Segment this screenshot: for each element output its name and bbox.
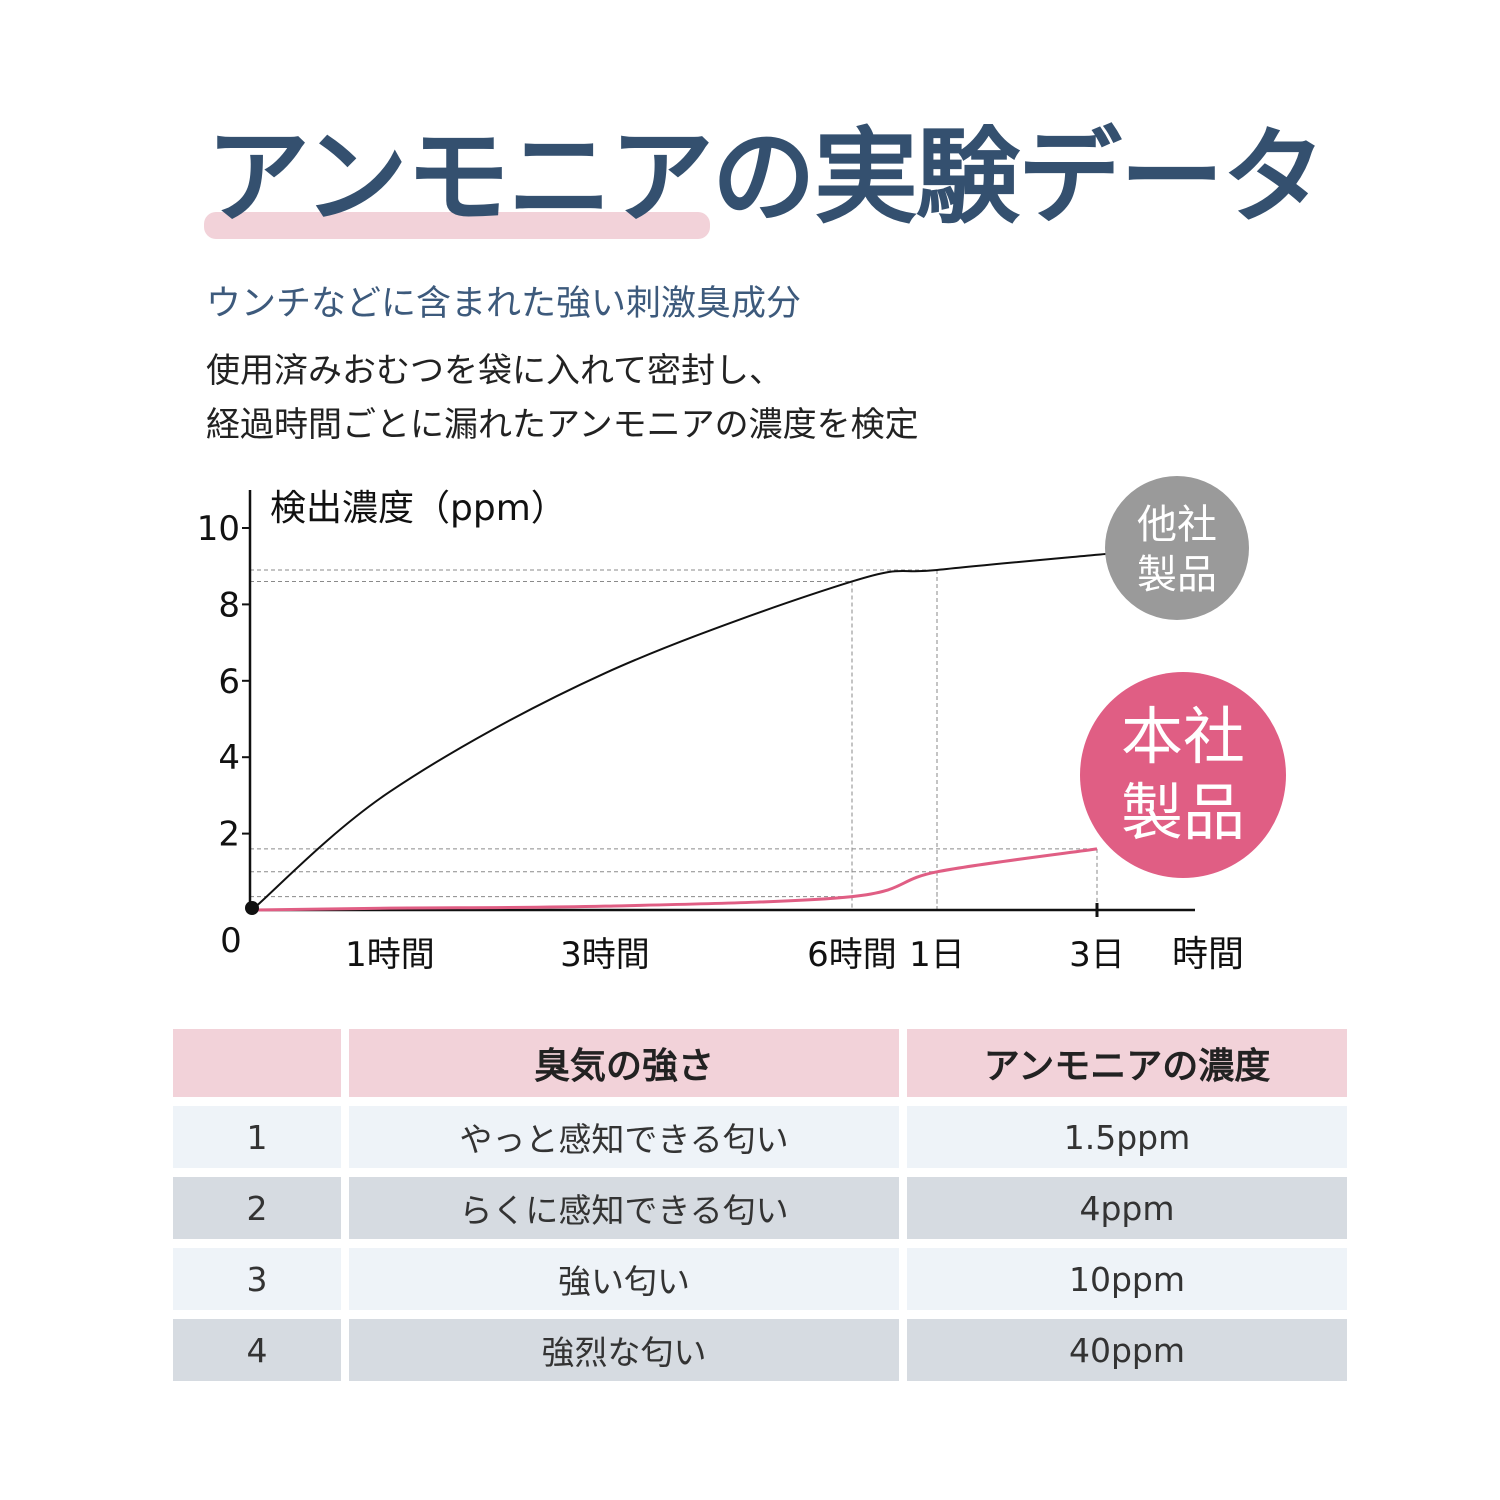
series-layer [245, 552, 1114, 915]
badge-our-product-label: 本社 [1121, 700, 1245, 773]
badge-our-product [1080, 672, 1286, 878]
description-line-2: 経過時間ごとに漏れたアンモニアの濃度を検定 [206, 405, 919, 445]
badge-other-product-label: 製品 [1137, 552, 1217, 598]
table-cell-odor: 強い匂い [349, 1248, 899, 1310]
table-cell-odor: らくに感知できる匂い [349, 1177, 899, 1239]
y-axis-label: 検出濃度（ppm） [270, 488, 567, 529]
table-cell-concentration: 4ppm [907, 1177, 1347, 1239]
x-tick-label: 3時間 [560, 935, 650, 975]
table-header-odor: 臭気の強さ [349, 1029, 899, 1097]
table-cell-odor: 強烈な匂い [349, 1319, 899, 1381]
y-tick-label: 8 [218, 585, 240, 625]
table-row: 1 やっと感知できる匂い 1.5ppm [173, 1106, 1347, 1168]
table-cell-index: 2 [173, 1177, 341, 1239]
x-tick-label: 3日 [1069, 935, 1125, 975]
origin-label: 0 [220, 921, 242, 961]
x-tick-label: 6時間 [807, 935, 897, 975]
x-tick-label: 1時間 [345, 935, 435, 975]
table-cell-concentration: 10ppm [907, 1248, 1347, 1310]
table-header-index [173, 1029, 341, 1097]
table-row: 4 強烈な匂い 40ppm [173, 1319, 1347, 1381]
table-row: 3 強い匂い 10ppm [173, 1248, 1347, 1310]
y-tick-label: 4 [218, 738, 240, 778]
page-subtitle: ウンチなどに含まれた強い刺激臭成分 [206, 284, 802, 324]
badge-other-product-label: 他社 [1137, 502, 1217, 548]
table-cell-concentration: 40ppm [907, 1319, 1347, 1381]
y-tick-label: 2 [218, 815, 240, 855]
y-tick-label: 10 [197, 509, 240, 549]
origin-dot [245, 901, 259, 915]
chart-axes [242, 490, 1195, 917]
series-line-our-product [251, 847, 1098, 912]
description-line-1: 使用済みおむつを袋に入れて密封し、 [206, 351, 783, 391]
table-cell-index: 3 [173, 1248, 341, 1310]
table-header-row: 臭気の強さ アンモニアの濃度 [173, 1029, 1347, 1097]
guide-lines [250, 569, 1098, 910]
table-row: 2 らくに感知できる匂い 4ppm [173, 1177, 1347, 1239]
series-line-other-product [251, 552, 1114, 911]
table-cell-concentration: 1.5ppm [907, 1106, 1347, 1168]
badge-other-product [1105, 476, 1249, 620]
title-highlight [204, 212, 710, 239]
odor-table: 臭気の強さ アンモニアの濃度 1 やっと感知できる匂い 1.5ppm 2 らくに… [165, 1020, 1355, 1390]
page-title: アンモニアの実験データ [206, 116, 1326, 238]
badge-our-product-label: 製品 [1121, 776, 1245, 849]
x-tick-label: 1日 [909, 935, 965, 975]
table-cell-index: 4 [173, 1319, 341, 1381]
y-tick-label: 6 [218, 662, 240, 702]
x-axis-label: 時間 [1172, 934, 1244, 975]
description: 使用済みおむつを袋に入れて密封し、 経過時間ごとに漏れたアンモニアの濃度を検定 [206, 344, 919, 452]
table-header-concentration: アンモニアの濃度 [907, 1029, 1347, 1097]
table-cell-index: 1 [173, 1106, 341, 1168]
table-cell-odor: やっと感知できる匂い [349, 1106, 899, 1168]
